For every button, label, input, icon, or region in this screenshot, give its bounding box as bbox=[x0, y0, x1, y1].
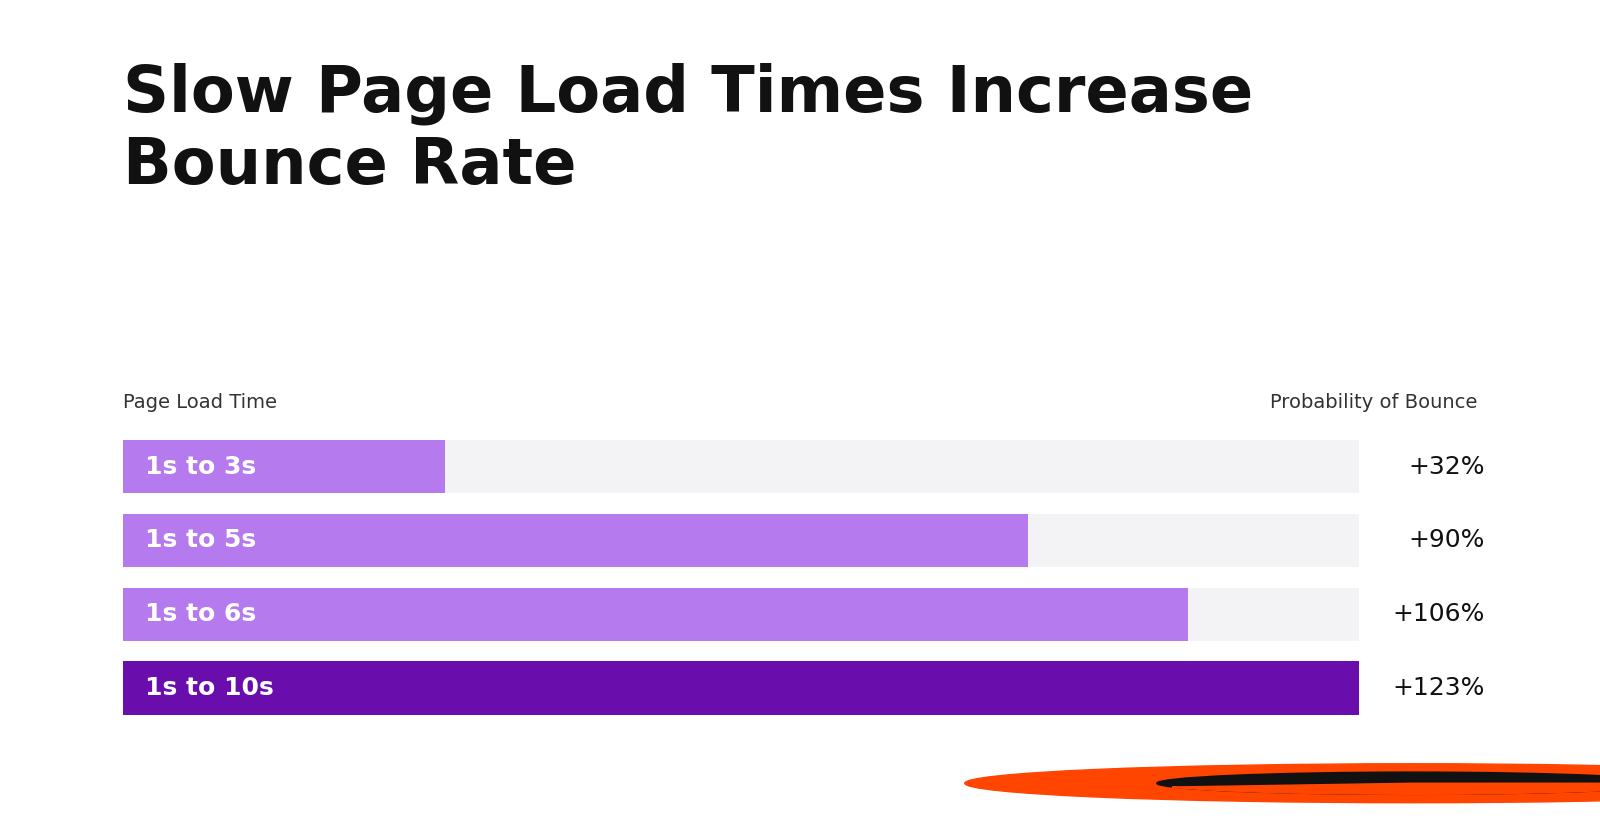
Text: Slow Page Load Times Increase
Bounce Rate: Slow Page Load Times Increase Bounce Rat… bbox=[123, 63, 1253, 197]
FancyBboxPatch shape bbox=[123, 587, 1189, 640]
Text: 1s to 10s: 1s to 10s bbox=[146, 676, 274, 700]
FancyBboxPatch shape bbox=[123, 440, 1360, 493]
Circle shape bbox=[1157, 772, 1600, 794]
Text: 1s to 5s: 1s to 5s bbox=[146, 528, 256, 552]
Text: Page Load Time: Page Load Time bbox=[123, 393, 277, 411]
Text: SEMRUSH: SEMRUSH bbox=[1398, 771, 1536, 795]
Text: 1s to 3s: 1s to 3s bbox=[146, 455, 256, 479]
Text: 1s to 6s: 1s to 6s bbox=[146, 602, 256, 627]
Wedge shape bbox=[1173, 784, 1600, 794]
Text: Probability of Bounce: Probability of Bounce bbox=[1270, 393, 1477, 411]
Text: +106%: +106% bbox=[1392, 602, 1485, 627]
FancyBboxPatch shape bbox=[123, 587, 1360, 640]
FancyBboxPatch shape bbox=[123, 662, 1360, 715]
FancyBboxPatch shape bbox=[123, 662, 1360, 715]
Text: +32%: +32% bbox=[1408, 455, 1485, 479]
Text: +90%: +90% bbox=[1408, 528, 1485, 552]
FancyBboxPatch shape bbox=[123, 514, 1027, 567]
FancyBboxPatch shape bbox=[123, 440, 445, 493]
Text: +123%: +123% bbox=[1392, 676, 1485, 700]
FancyBboxPatch shape bbox=[123, 514, 1360, 567]
Circle shape bbox=[965, 764, 1600, 802]
Text: semrush.com: semrush.com bbox=[72, 774, 194, 793]
